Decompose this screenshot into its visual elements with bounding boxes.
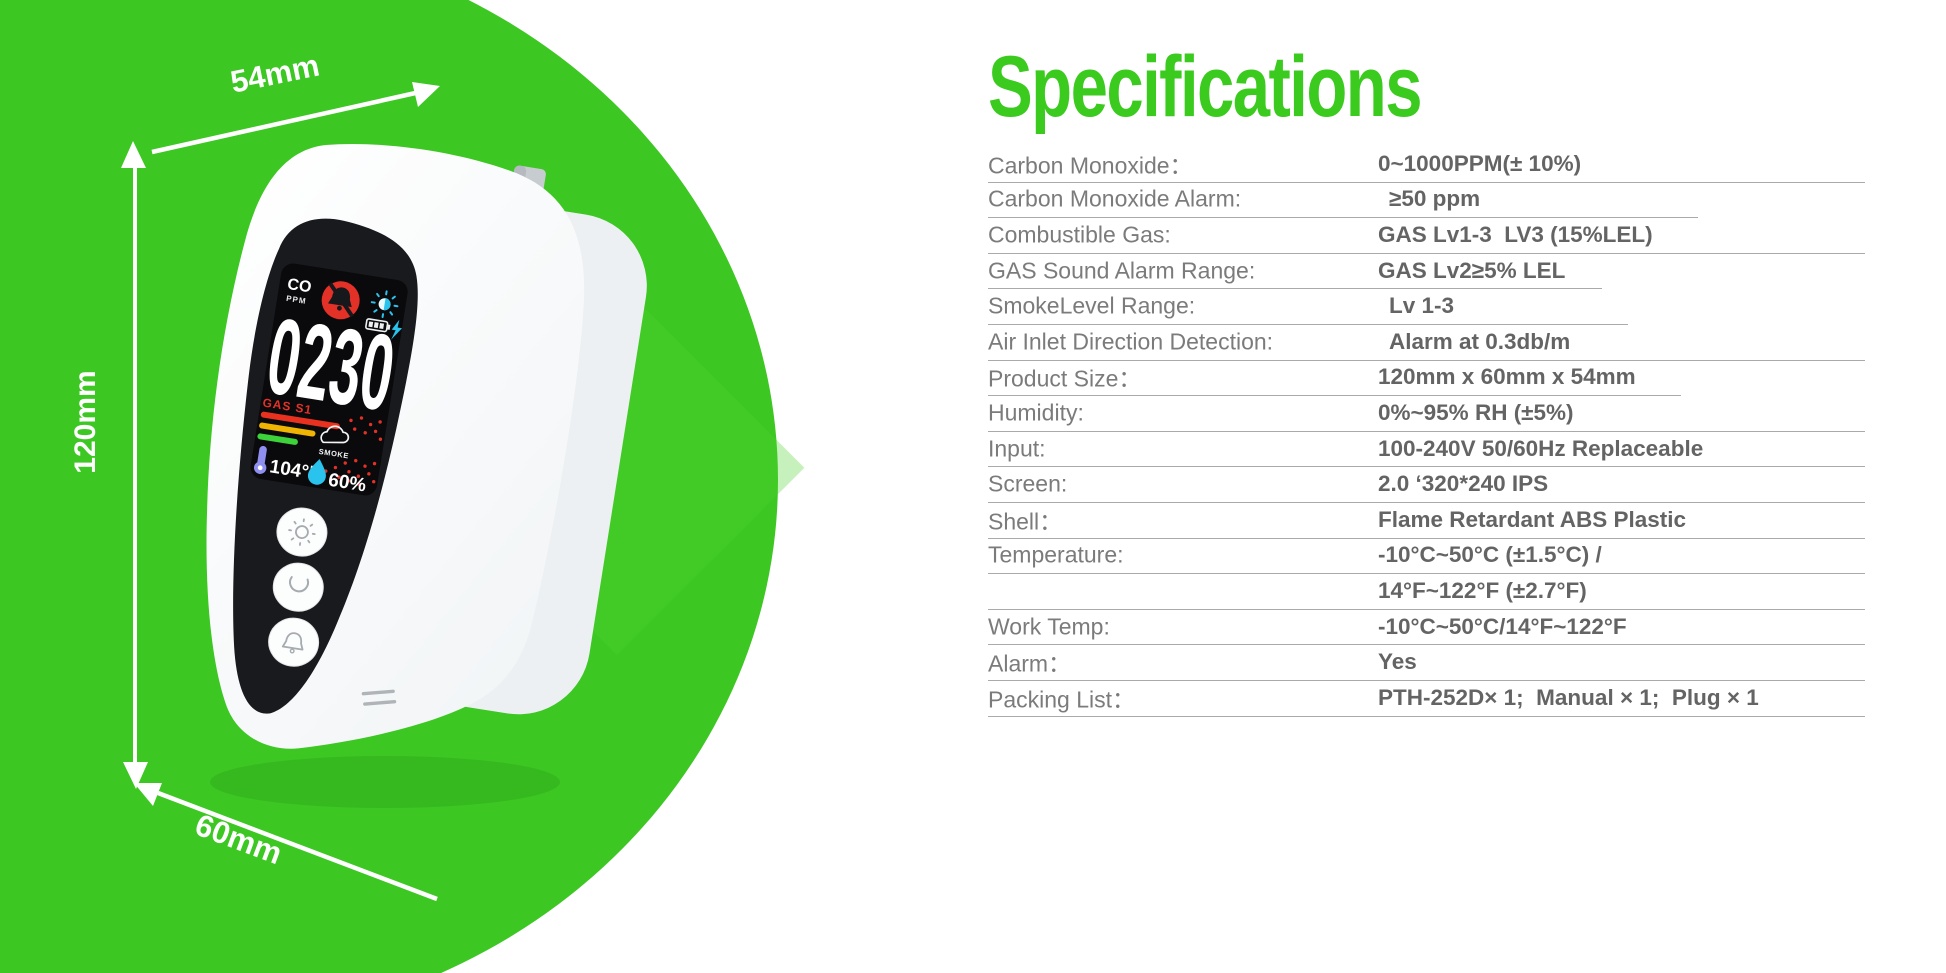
device-lcd-screen: CO PPM — [250, 263, 408, 496]
specifications-table: Carbon Monoxide： 0~1000PPM(± 10%) Carbon… — [988, 147, 1865, 717]
arrow-up-icon — [121, 141, 146, 168]
lcd-co-reading: 0230 — [260, 296, 402, 435]
spec-row-temperature: Temperature: -10°C~50°C (±1.5°C) / — [988, 539, 1865, 575]
spec-label: Alarm： — [988, 650, 1072, 677]
spec-label: Temperature: — [988, 541, 1124, 568]
row-divider — [988, 466, 1865, 468]
spec-row-air-inlet: Air Inlet Direction Detection: Alarm at … — [988, 325, 1865, 361]
specifications-title: Specifications — [988, 39, 1423, 135]
row-divider — [988, 537, 1865, 539]
thermometer-icon — [253, 445, 267, 474]
row-divider — [988, 573, 1865, 575]
spec-value: 2.0 ‘320*240 IPS — [1378, 471, 1549, 497]
gas-level-bars — [257, 411, 340, 445]
brightness-button — [276, 507, 328, 557]
spec-label: Work Temp: — [988, 612, 1110, 639]
spec-row-co-alarm: Carbon Monoxide Alarm: ≥50 ppm — [988, 183, 1865, 219]
spec-label: Carbon Monoxide Alarm: — [988, 185, 1242, 212]
product-artwork: CO PPM — [0, 0, 805, 973]
row-divider — [988, 359, 1865, 361]
spec-label: Humidity: — [988, 399, 1084, 426]
spec-label: GAS Sound Alarm Range: — [988, 256, 1256, 283]
row-divider — [988, 608, 1865, 610]
spec-value: 0~1000PPM(± 10%) — [1378, 150, 1582, 176]
spec-row-smoke-level: SmokeLevel Range: Lv 1-3 — [988, 289, 1865, 325]
arrow-down-icon — [123, 762, 148, 789]
spec-label: Product Size： — [988, 365, 1142, 392]
device-shadow — [210, 756, 560, 808]
brightness-icon — [370, 290, 399, 319]
spec-row-screen: Screen: 2.0 ‘320*240 IPS — [988, 467, 1865, 503]
spec-label: Combustible Gas: — [988, 221, 1171, 248]
smoke-cloud-icon — [320, 425, 350, 444]
smoke-alert-dots — [316, 416, 383, 487]
row-divider — [988, 715, 1865, 717]
lcd-gas-label: CO — [286, 276, 312, 297]
spec-value: 120mm x 60mm x 54mm — [1378, 364, 1636, 390]
dimension-annotations: 120mm 54mm 60mm — [69, 48, 440, 902]
speaker-slots — [361, 689, 397, 706]
row-divider — [988, 217, 1699, 219]
charging-bolt-icon — [391, 319, 403, 340]
battery-icon — [365, 318, 391, 333]
alarm-bell-button — [268, 617, 320, 667]
row-divider — [988, 252, 1865, 254]
spec-value: Yes — [1378, 649, 1417, 675]
spec-row-packing-list: Packing List： PTH-252D× 1; Manual × 1; P… — [988, 681, 1865, 717]
arrow-up-left-icon — [134, 783, 162, 806]
dimension-54mm: 54mm — [151, 48, 440, 155]
row-divider — [988, 679, 1865, 681]
spec-label: Packing List： — [988, 686, 1136, 713]
row-divider — [988, 288, 1602, 290]
spec-row-product-size: Product Size： 120mm x 60mm x 54mm — [988, 361, 1865, 397]
spec-row-work-temp: Work Temp: -10°C~50°C/14°F~122°F — [988, 610, 1865, 646]
dimension-label-120mm: 120mm — [69, 370, 102, 473]
spec-value: ≥50 ppm — [1389, 186, 1481, 212]
power-button — [272, 562, 324, 612]
spec-value: Flame Retardant ABS Plastic — [1378, 506, 1687, 532]
alarm-muted-icon — [321, 281, 360, 320]
spec-value: -10°C~50°C (±1.5°C) / — [1378, 542, 1602, 568]
spec-value: GAS Lv1-3 LV3 (15%LEL) — [1378, 221, 1653, 247]
spec-value: 100-240V 50/60Hz Replaceable — [1378, 435, 1704, 461]
spec-row-carbon-monoxide: Carbon Monoxide： 0~1000PPM(± 10%) — [988, 147, 1865, 183]
spec-value: 0%~95% RH (±5%) — [1378, 399, 1574, 425]
spec-value: -10°C~50°C/14°F~122°F — [1378, 613, 1627, 639]
dimension-120mm: 120mm — [69, 141, 148, 789]
spec-label: SmokeLevel Range: — [988, 292, 1196, 319]
spec-label: Carbon Monoxide： — [988, 152, 1193, 179]
row-divider — [988, 181, 1865, 183]
spec-value: Lv 1-3 — [1389, 293, 1455, 319]
spec-value: PTH-252D× 1; Manual × 1; Plug × 1 — [1378, 684, 1759, 710]
spec-label: Input: — [988, 434, 1046, 461]
spec-row-combustible-gas: Combustible Gas: GAS Lv1-3 LV3 (15%LEL) — [988, 218, 1865, 254]
row-divider — [988, 395, 1681, 397]
spec-value: GAS Lv2≥5% LEL — [1378, 257, 1566, 283]
lcd-gas-unit: PPM — [286, 294, 308, 306]
spec-label: Air Inlet Direction Detection: — [988, 328, 1274, 355]
spec-row-shell: Shell： Flame Retardant ABS Plastic — [988, 503, 1865, 539]
spec-row-gas-sound-alarm: GAS Sound Alarm Range: GAS Lv2≥5% LEL — [988, 254, 1865, 290]
arrow-up-right-icon — [412, 82, 440, 107]
spec-label: Shell： — [988, 508, 1063, 535]
co-detector-device: CO PPM — [206, 144, 647, 749]
row-divider — [988, 323, 1629, 325]
row-divider — [988, 501, 1865, 503]
spec-value: 14°F~122°F (±2.7°F) — [1378, 577, 1587, 603]
spec-label: Screen: — [988, 470, 1068, 497]
spec-row-alarm: Alarm： Yes — [988, 645, 1865, 681]
row-divider — [988, 644, 1865, 646]
device-buttons — [268, 507, 328, 667]
spec-row-humidity: Humidity: 0%~95% RH (±5%) — [988, 396, 1865, 432]
row-divider — [988, 430, 1865, 432]
spec-value: Alarm at 0.3db/m — [1389, 328, 1571, 354]
humidity-drop-icon — [307, 458, 326, 485]
spec-row-input: Input: 100-240V 50/60Hz Replaceable — [988, 432, 1865, 468]
spec-row-temperature-f: 14°F~122°F (±2.7°F) — [988, 574, 1865, 610]
